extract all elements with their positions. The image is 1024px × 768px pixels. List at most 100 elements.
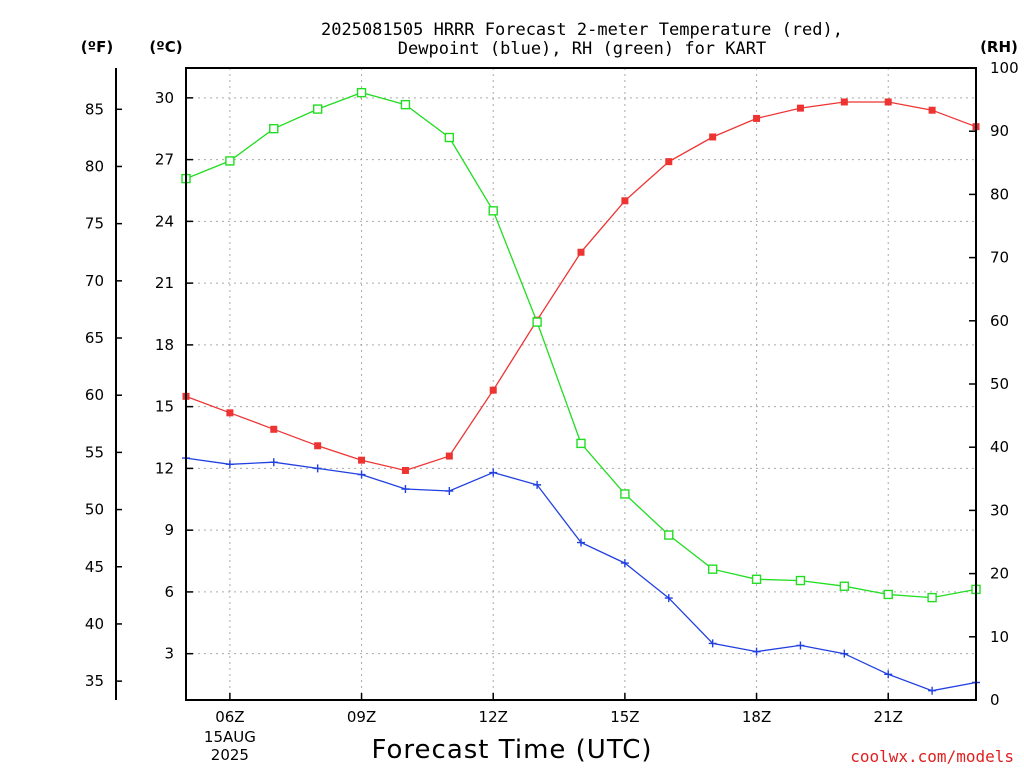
rh-point: [883, 589, 893, 600]
rh-point: [839, 581, 850, 591]
celsius-tick-label: 24: [155, 212, 174, 230]
temperature-point: [928, 106, 936, 114]
x-tick-label: 09Z: [347, 708, 376, 726]
rh-point: [488, 206, 498, 216]
x-tick-label: 06Z: [215, 708, 244, 726]
celsius-tick-label: 15: [155, 398, 174, 416]
dewpoint-point: [796, 641, 805, 650]
x-tick-label: 15Z: [610, 708, 639, 726]
temperature-point: [796, 104, 804, 112]
grid-lines: [186, 68, 976, 700]
dewpoint-point: [401, 484, 410, 493]
fahrenheit-tick-label: 60: [85, 386, 104, 404]
celsius-tick-label: 6: [164, 583, 174, 601]
rh-tick-label: 30: [990, 501, 1009, 519]
dewpoint-point: [577, 538, 585, 547]
dewpoint-point: [445, 487, 454, 496]
rh-tick-label: 50: [990, 375, 1009, 393]
temperature-point: [753, 114, 761, 122]
fahrenheit-tick-label: 55: [85, 443, 104, 461]
x-tick-label: 18Z: [742, 708, 771, 726]
rh-tick-label: 90: [990, 122, 1009, 140]
dewpoint-point: [884, 670, 893, 679]
temperature-point: [270, 425, 278, 433]
fahrenheit-tick-label: 75: [85, 215, 104, 233]
rh-point: [225, 156, 235, 166]
series-layer: [181, 87, 981, 695]
dewpoint-point: [620, 559, 629, 568]
fahrenheit-tick-label: 80: [85, 157, 104, 175]
fahrenheit-tick-label: 50: [85, 501, 104, 519]
rh-point: [532, 317, 542, 327]
fahrenheit-tick-label: 35: [85, 672, 104, 690]
credit-label: coolwx.com/models: [850, 747, 1014, 766]
rh-tick-label: 10: [990, 628, 1009, 646]
rh-unit-label: (RH): [980, 38, 1018, 56]
celsius-tick-label: 18: [155, 336, 174, 354]
rh-tick-label: 20: [990, 565, 1009, 583]
celsius-tick-label: 21: [155, 274, 174, 292]
rh-tick-label: 100: [990, 59, 1019, 77]
fahrenheit-tick-label: 45: [85, 558, 104, 576]
rh-tick-label: 60: [990, 312, 1009, 330]
dewpoint-point: [533, 480, 542, 489]
dewpoint-point: [708, 639, 717, 648]
dewpoint-point: [225, 460, 234, 469]
dewpoint-point: [357, 470, 366, 479]
rh-point: [400, 99, 411, 110]
fahrenheit-tick-label: 85: [85, 100, 104, 118]
celsius-tick-label: 27: [155, 151, 174, 169]
rh-point: [576, 438, 586, 449]
rh-point: [927, 592, 937, 603]
x-axis-title: Forecast Time (UTC): [371, 735, 652, 765]
rh-point: [356, 87, 367, 98]
temperature-point: [489, 386, 497, 394]
temperature-point: [577, 248, 585, 256]
dewpoint-point: [489, 468, 498, 477]
fahrenheit-tick-label: 65: [85, 329, 104, 347]
temperature-point: [621, 197, 629, 205]
fahrenheit-tick-label: 40: [85, 615, 104, 633]
dewpoint-point: [269, 458, 278, 467]
temperature-point: [665, 158, 673, 166]
rh-point: [664, 530, 674, 540]
celsius-tick-label: 30: [155, 89, 174, 107]
x-tick-sublabel: 15AUG: [204, 728, 256, 746]
x-tick-label: 21Z: [874, 708, 903, 726]
celsius-unit-label: (ºC): [149, 38, 182, 56]
rh-point: [751, 574, 762, 584]
plot-frame: [185, 67, 977, 701]
dewpoint-point: [313, 464, 322, 473]
celsius-tick-label: 3: [164, 645, 174, 663]
chart-title-line-2: Dewpoint (blue), RH (green) for KART: [398, 39, 766, 59]
temperature-point: [401, 466, 409, 474]
rh-tick-label: 40: [990, 438, 1009, 456]
celsius-tick-label: 12: [155, 459, 174, 477]
rh-tick-label: 80: [990, 185, 1009, 203]
temperature-point: [445, 452, 453, 460]
dewpoint-point: [664, 594, 673, 603]
rh-tick-label: 70: [990, 249, 1009, 267]
rh-point: [444, 132, 455, 143]
rh-axis: 0 10 20 30 40 50 60 70 80 90 100: [969, 59, 1019, 709]
dewpoint-point: [928, 686, 937, 695]
fahrenheit-unit-label: (ºF): [81, 38, 113, 56]
temperature-point: [358, 456, 366, 464]
x-tick-label: 12Z: [479, 708, 508, 726]
rh-point: [795, 575, 806, 586]
fahrenheit-tick-label: 70: [85, 272, 104, 290]
temperature-point: [884, 98, 892, 106]
dewpoint-line: [185, 457, 977, 692]
rh-point: [620, 489, 630, 499]
dewpoint-point: [840, 649, 849, 658]
rh-point: [269, 123, 279, 134]
celsius-tick-label: 9: [164, 521, 174, 539]
rh-point: [312, 104, 323, 114]
temperature-point: [840, 98, 848, 106]
celsius-axis: 3 6 9 12 15 18 21 24 27 30: [155, 89, 193, 663]
fahrenheit-axis: 35 40 45 50 55 60 65 70 75 80 85: [85, 68, 122, 700]
temperature-point: [314, 442, 322, 450]
temperature-point: [709, 133, 717, 141]
